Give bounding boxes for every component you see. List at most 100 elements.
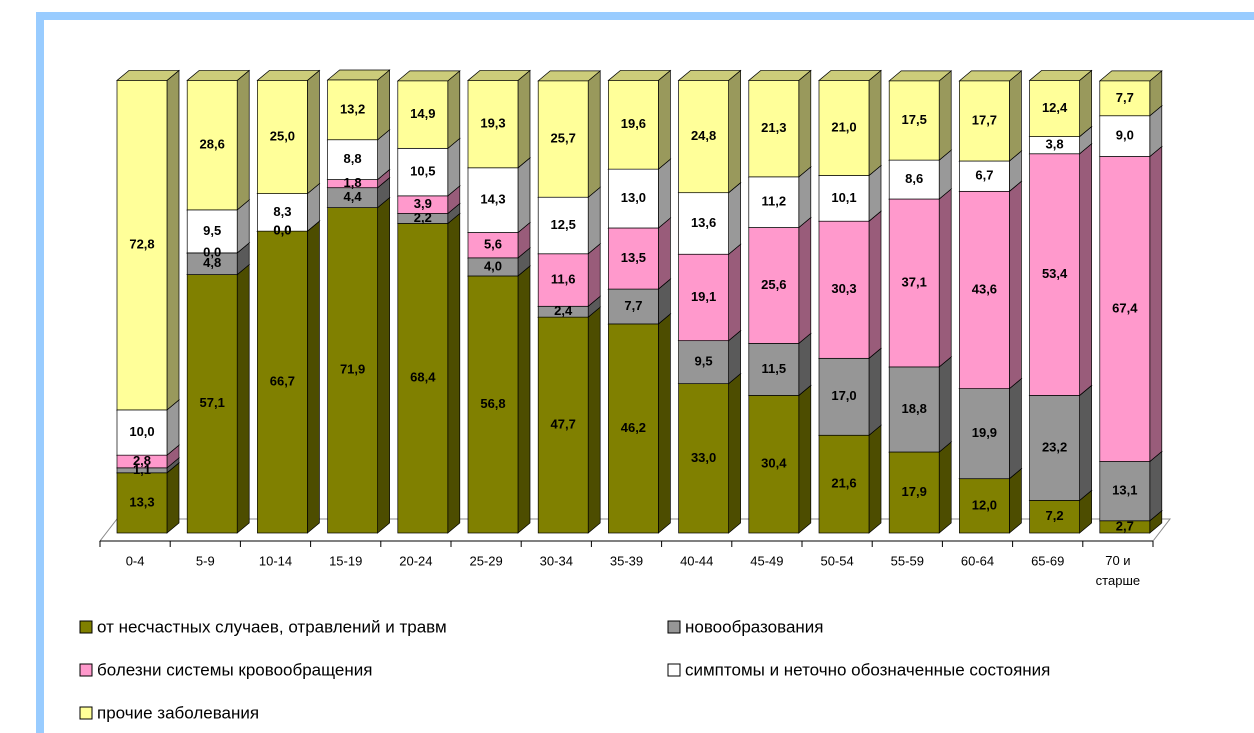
- bar-side: [728, 372, 741, 534]
- bar: [959, 160, 1010, 192]
- value-label: 9,5: [203, 223, 221, 238]
- value-label: 4,8: [203, 255, 221, 270]
- bar: [1029, 395, 1080, 501]
- bar: [748, 80, 800, 178]
- bar-side: [307, 69, 320, 195]
- bar: [818, 357, 870, 436]
- bar: [678, 80, 729, 194]
- bar: [959, 478, 1010, 534]
- x-tick-label: 55-59: [891, 553, 924, 568]
- bar: [467, 275, 519, 534]
- legend-label: болезни системы кровообращения: [97, 660, 372, 679]
- value-label: 7,7: [1116, 90, 1134, 105]
- legend-swatch: [79, 706, 93, 720]
- value-label: 13,6: [691, 215, 716, 230]
- value-label: 53,4: [1042, 266, 1068, 281]
- bar-side: [587, 186, 601, 255]
- value-label: 13,5: [621, 250, 646, 265]
- bar-side: [517, 157, 531, 234]
- bar-side: [377, 69, 390, 141]
- bar-side: [1009, 180, 1022, 390]
- value-label: 13,0: [621, 190, 646, 205]
- value-label: 21,3: [761, 120, 786, 135]
- value-label: 2,4: [554, 303, 573, 318]
- value-label: 25,6: [761, 277, 786, 292]
- value-label: 8,3: [273, 204, 291, 219]
- bar: [1099, 80, 1151, 117]
- value-label: 56,8: [480, 396, 505, 411]
- value-label: 3,9: [414, 196, 432, 211]
- value-label: 2,2: [414, 210, 432, 225]
- bar-side: [938, 188, 952, 368]
- value-label: 37,1: [902, 274, 927, 289]
- bar-side: [658, 217, 671, 290]
- value-label: 7,7: [624, 298, 642, 313]
- bar: [959, 388, 1010, 480]
- bar-side: [938, 441, 952, 534]
- value-label: 68,4: [410, 370, 436, 385]
- value-label: 17,0: [831, 388, 856, 403]
- x-tick-label: 60-64: [961, 553, 994, 568]
- x-tick-label: 10-14: [259, 553, 292, 568]
- x-tick-label: 20-24: [399, 553, 432, 568]
- bar: [888, 159, 940, 200]
- bar-side: [658, 313, 671, 534]
- legend-label: новообразования: [685, 617, 824, 636]
- value-label: 18,8: [902, 401, 927, 416]
- value-label: 30,3: [831, 281, 856, 296]
- bar: [818, 80, 870, 176]
- value-label: 9,5: [695, 354, 713, 369]
- bar: [397, 223, 449, 534]
- value-label: 10,0: [129, 424, 154, 439]
- x-tick-label: 35-39: [610, 553, 643, 568]
- bar: [116, 409, 168, 456]
- value-label: 1,1: [133, 462, 151, 477]
- value-label: 19,9: [972, 425, 997, 440]
- x-tick-label: 5-9: [196, 553, 215, 568]
- bar: [888, 80, 940, 161]
- x-tick-label: 65-69: [1031, 553, 1064, 568]
- bar-side: [1149, 145, 1163, 463]
- value-label: 57,1: [200, 395, 225, 410]
- bar: [397, 80, 449, 149]
- bar-side: [658, 158, 671, 229]
- bar-side: [868, 424, 882, 534]
- x-tick-label: 25-29: [469, 553, 502, 568]
- bar: [537, 316, 589, 534]
- value-label: 21,6: [831, 476, 856, 491]
- bar: [888, 198, 940, 368]
- value-label: 4,4: [344, 189, 363, 204]
- x-tick-label: 15-19: [329, 553, 362, 568]
- value-label: 11,5: [762, 361, 787, 376]
- bar: [678, 340, 729, 385]
- bar: [257, 80, 308, 194]
- bar-side: [868, 347, 882, 436]
- legend-swatch: [79, 663, 93, 677]
- frame-top: [36, 12, 1254, 20]
- bar: [608, 323, 659, 534]
- value-label: 67,4: [1112, 300, 1138, 315]
- bar: [186, 80, 238, 211]
- value-label: 2,7: [1116, 518, 1134, 533]
- value-label: 14,3: [480, 192, 505, 207]
- value-label: 1,8: [344, 175, 362, 190]
- legend-swatch: [667, 620, 681, 634]
- bar: [257, 193, 308, 232]
- value-label: 8,8: [344, 151, 362, 166]
- bar: [748, 227, 800, 344]
- bar: [257, 230, 308, 534]
- value-label: 72,8: [129, 237, 154, 252]
- bar: [678, 253, 729, 342]
- x-tick-label: 45-49: [750, 553, 783, 568]
- bar: [678, 383, 729, 534]
- bar: [748, 343, 800, 396]
- bar: [818, 220, 870, 359]
- value-label: 19,6: [621, 116, 646, 131]
- value-label: 11,6: [551, 271, 576, 286]
- value-label: 3,8: [1046, 137, 1064, 152]
- value-label: 6,7: [975, 168, 993, 183]
- bar-side: [868, 210, 882, 360]
- value-label: 12,0: [972, 497, 997, 512]
- value-label: 28,6: [200, 137, 225, 152]
